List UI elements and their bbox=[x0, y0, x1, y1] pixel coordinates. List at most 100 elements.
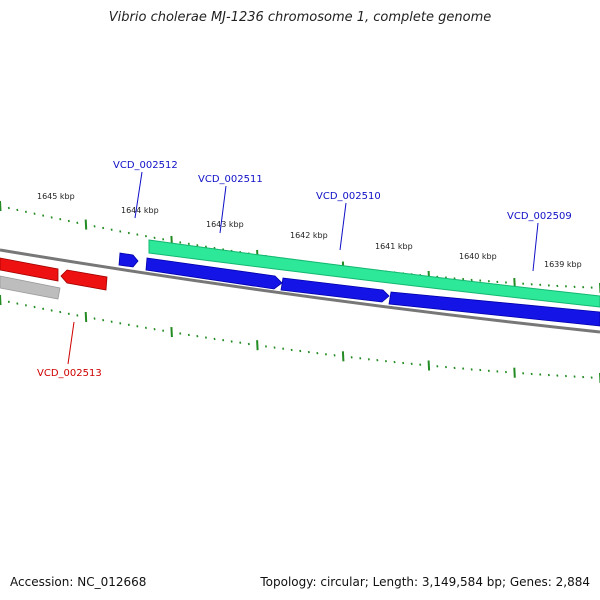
minor-tick bbox=[282, 347, 285, 350]
minor-tick bbox=[307, 350, 310, 354]
minor-tick bbox=[247, 342, 250, 346]
minor-tick bbox=[367, 358, 370, 361]
minor-tick bbox=[110, 228, 113, 231]
minor-tick bbox=[393, 360, 396, 364]
leader-line-vcd-002512 bbox=[134, 171, 143, 219]
kbp-label: 1640 kbp bbox=[459, 252, 497, 261]
minor-tick bbox=[153, 328, 156, 331]
minor-tick bbox=[530, 283, 533, 286]
minor-tick bbox=[419, 363, 422, 366]
minor-tick bbox=[59, 218, 62, 221]
minor-tick bbox=[33, 305, 36, 309]
minor-tick bbox=[76, 314, 79, 317]
minor-tick bbox=[462, 367, 465, 370]
minor-tick bbox=[547, 284, 550, 287]
gene-label-vcd-002511[interactable]: VCD_002511 bbox=[198, 174, 263, 185]
minor-tick bbox=[144, 326, 147, 329]
minor-tick bbox=[582, 286, 585, 289]
minor-tick bbox=[444, 365, 447, 369]
minor-tick bbox=[479, 279, 482, 282]
map-title: Vibrio cholerae MJ-1236 chromosome 1, co… bbox=[108, 10, 492, 25]
major-tick bbox=[256, 340, 259, 351]
minor-tick bbox=[590, 376, 593, 379]
kbp-label: 1641 kbp bbox=[375, 242, 413, 251]
minor-tick bbox=[119, 322, 122, 325]
minor-tick bbox=[299, 349, 302, 353]
minor-tick bbox=[67, 312, 70, 315]
minor-tick bbox=[539, 283, 542, 286]
minor-tick bbox=[196, 335, 199, 338]
minor-tick bbox=[110, 320, 113, 323]
gene-vcd-002513[interactable] bbox=[0, 257, 59, 282]
minor-tick bbox=[573, 285, 576, 288]
gene-label-vcd-002513[interactable]: VCD_002513 bbox=[37, 368, 102, 379]
minor-tick bbox=[187, 333, 190, 337]
major-tick bbox=[0, 294, 2, 306]
minor-tick bbox=[453, 366, 456, 370]
major-tick bbox=[84, 219, 88, 230]
kbp-label: 1644 kbp bbox=[121, 206, 159, 215]
minor-tick bbox=[556, 284, 559, 288]
minor-tick bbox=[462, 277, 465, 281]
gene-vcd-002509[interactable] bbox=[388, 291, 600, 327]
minor-tick bbox=[496, 280, 499, 284]
minor-tick bbox=[16, 208, 19, 212]
minor-tick bbox=[102, 319, 105, 322]
minor-tick bbox=[222, 339, 225, 342]
minor-tick bbox=[119, 230, 122, 233]
minor-tick bbox=[504, 281, 507, 284]
genome-summary: Topology: circular; Length: 3,149,584 bp… bbox=[260, 575, 590, 589]
kbp-label: 1639 kbp bbox=[544, 260, 582, 269]
minor-tick bbox=[273, 346, 276, 349]
minor-tick bbox=[290, 348, 293, 352]
minor-tick bbox=[324, 353, 327, 356]
gene-label-vcd-002512[interactable]: VCD_002512 bbox=[113, 160, 178, 171]
minor-tick bbox=[350, 356, 353, 359]
gene-vcd-002512[interactable] bbox=[118, 252, 139, 268]
minor-tick bbox=[402, 361, 405, 365]
minor-tick bbox=[127, 231, 130, 235]
minor-tick bbox=[436, 365, 439, 368]
minor-tick bbox=[144, 235, 147, 238]
minor-tick bbox=[59, 310, 62, 314]
major-tick bbox=[513, 367, 516, 378]
highlight-band bbox=[148, 239, 600, 308]
minor-tick bbox=[162, 329, 165, 332]
kbp-label: 1643 kbp bbox=[206, 220, 244, 229]
minor-tick bbox=[136, 233, 139, 236]
minor-tick bbox=[479, 368, 482, 372]
minor-tick bbox=[93, 317, 96, 320]
minor-tick bbox=[530, 372, 533, 376]
minor-tick bbox=[547, 373, 550, 377]
minor-tick bbox=[179, 332, 182, 335]
minor-tick bbox=[410, 362, 413, 365]
minor-tick bbox=[522, 372, 525, 375]
minor-tick bbox=[384, 360, 387, 363]
leader-line-vcd-002510 bbox=[339, 202, 347, 251]
tick-marks-inner bbox=[0, 294, 600, 384]
minor-tick bbox=[76, 221, 79, 224]
minor-tick bbox=[153, 236, 156, 239]
leader-line-vcd-002511 bbox=[219, 185, 227, 234]
gene-reverse-gray[interactable] bbox=[0, 275, 61, 300]
major-tick bbox=[341, 351, 345, 362]
gene-reverse-adjacent[interactable] bbox=[60, 269, 108, 291]
minor-tick bbox=[564, 374, 567, 378]
major-tick bbox=[84, 311, 88, 323]
gene-vcd-002510[interactable] bbox=[280, 277, 390, 303]
minor-tick bbox=[487, 280, 490, 283]
minor-tick bbox=[42, 307, 45, 310]
minor-tick bbox=[573, 375, 576, 378]
minor-tick bbox=[42, 214, 45, 217]
minor-tick bbox=[16, 302, 19, 305]
minor-tick bbox=[7, 206, 10, 210]
minor-tick bbox=[50, 309, 53, 312]
minor-tick bbox=[522, 282, 525, 285]
gene-vcd-002511[interactable] bbox=[145, 257, 283, 290]
gene-label-vcd-002509[interactable]: VCD_002509 bbox=[507, 211, 572, 222]
minor-tick bbox=[204, 336, 207, 339]
leader-line-vcd-002509 bbox=[532, 222, 539, 272]
gene-label-vcd-002510[interactable]: VCD_002510 bbox=[316, 191, 381, 202]
minor-tick bbox=[470, 278, 473, 282]
